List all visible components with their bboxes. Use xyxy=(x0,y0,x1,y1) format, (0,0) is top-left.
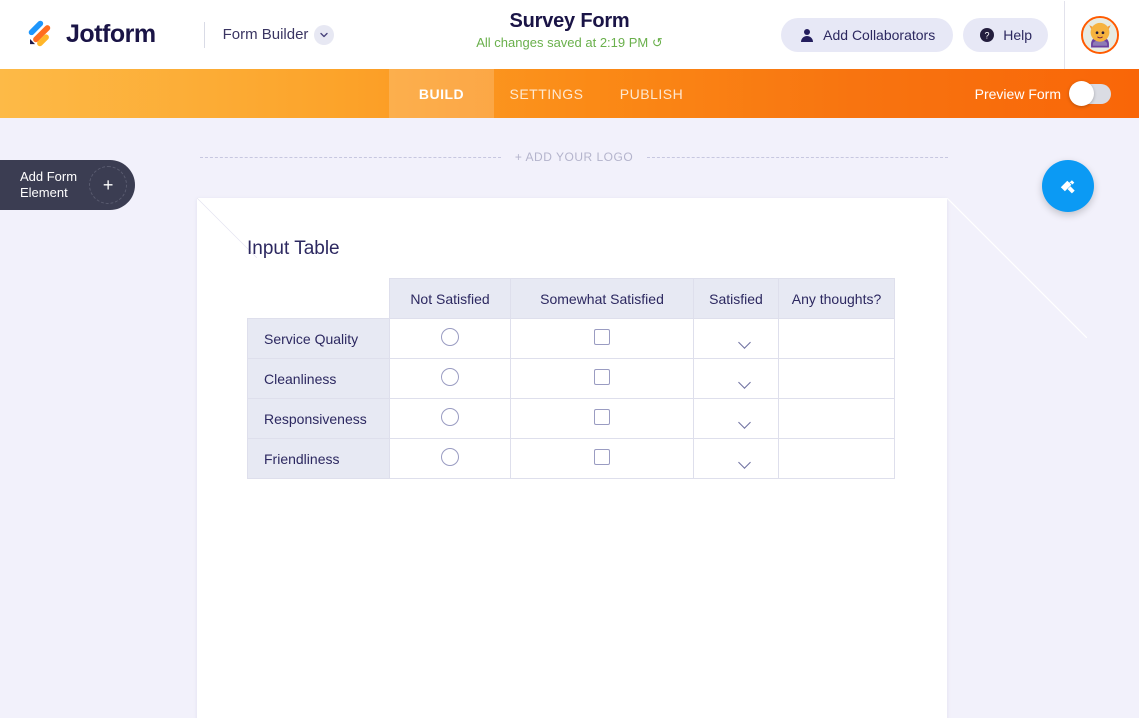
svg-text:?: ? xyxy=(985,30,990,40)
